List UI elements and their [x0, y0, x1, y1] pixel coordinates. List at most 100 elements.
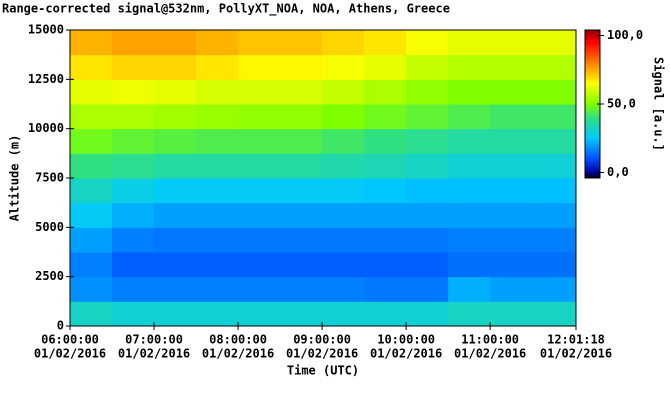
colorbar-strip — [585, 175, 600, 177]
heatmap-cell — [70, 128, 113, 154]
colorbar-strip — [585, 55, 600, 57]
heatmap-cell — [532, 79, 577, 105]
colorbar-strip — [585, 108, 600, 110]
colorbar-strip — [585, 146, 600, 148]
heatmap-cell — [406, 153, 449, 179]
heatmap-cell — [70, 202, 113, 228]
heatmap-cell — [196, 104, 239, 130]
x-tick-label: 10:00:00 — [377, 333, 435, 347]
colorbar-strip — [585, 166, 600, 168]
colorbar-strip — [585, 64, 600, 66]
heatmap-cell — [238, 54, 281, 80]
heatmap-cell — [448, 202, 491, 228]
x-tick-label: 12:01:18 — [547, 333, 605, 347]
heatmap-cell — [238, 202, 281, 228]
colorbar-strip — [585, 155, 600, 157]
heatmap-cell — [322, 276, 365, 302]
colorbar-strip — [585, 135, 600, 137]
heatmap-cell — [322, 153, 365, 179]
colorbar-strip — [585, 98, 600, 100]
heatmap-cell — [532, 227, 577, 253]
colorbar-strip — [585, 90, 600, 92]
colorbar-strip — [585, 91, 600, 93]
heatmap-cell — [238, 153, 281, 179]
heatmap-cell — [364, 153, 407, 179]
colorbar-strip — [585, 122, 600, 124]
colorbar-strip — [585, 65, 600, 67]
heatmap-cell — [280, 153, 323, 179]
colorbar-strip — [585, 93, 600, 95]
heatmap-cell — [196, 79, 239, 105]
heatmap-cell — [238, 128, 281, 154]
heatmap-cell — [322, 79, 365, 105]
colorbar-strip — [585, 126, 600, 128]
heatmap-cell — [532, 301, 577, 327]
colorbar-strip — [585, 89, 600, 91]
x-tick-date: 01/02/2016 — [454, 347, 526, 361]
colorbar-strip — [585, 102, 600, 104]
colorbar-strip — [585, 63, 600, 65]
heatmap-cell — [280, 276, 323, 302]
colorbar-strip — [585, 141, 600, 143]
heatmap-cell — [238, 30, 281, 56]
heatmap-cell — [112, 104, 155, 130]
heatmap-cell — [322, 301, 365, 327]
colorbar-strip — [585, 51, 600, 53]
colorbar-strip — [585, 46, 600, 48]
colorbar-strip — [585, 165, 600, 167]
heatmap-cell — [196, 227, 239, 253]
heatmap-cell — [490, 301, 533, 327]
colorbar-strip — [585, 148, 600, 150]
colorbar-strip — [585, 35, 600, 37]
colorbar-strip — [585, 80, 600, 82]
heatmap-cell — [322, 54, 365, 80]
colorbar-label: Signal [a.u.] — [652, 57, 666, 151]
heatmap-cell — [448, 227, 491, 253]
colorbar-strip — [585, 137, 600, 139]
colorbar-strip — [585, 47, 600, 49]
heatmap-cell — [112, 202, 155, 228]
colorbar-strip — [585, 153, 600, 155]
colorbar-strip — [585, 60, 600, 62]
heatmap-cell — [238, 276, 281, 302]
colorbar-strip — [585, 48, 600, 50]
colorbar-strip — [585, 172, 600, 174]
heatmap-cell — [406, 178, 449, 204]
colorbar-strip — [585, 88, 600, 90]
colorbar-strip — [585, 138, 600, 140]
colorbar-strip — [585, 149, 600, 151]
colorbar-strip — [585, 161, 600, 163]
colorbar-strip — [585, 121, 600, 123]
colorbar-strip — [585, 87, 600, 89]
heatmap-cell — [196, 252, 239, 278]
heatmap-cell — [406, 276, 449, 302]
colorbar-strip — [585, 105, 600, 107]
colorbar-strip — [585, 143, 600, 145]
heatmap-cell — [406, 252, 449, 278]
colorbar-strip — [585, 156, 600, 158]
heatmap-cell — [196, 276, 239, 302]
heatmap-cell — [448, 276, 491, 302]
colorbar-strip — [585, 116, 600, 118]
colorbar-strip — [585, 113, 600, 115]
heatmap-cell — [448, 301, 491, 327]
heatmap-cell — [154, 54, 197, 80]
colorbar-strip — [585, 129, 600, 131]
heatmap-cell — [322, 252, 365, 278]
heatmap-cell — [364, 202, 407, 228]
heatmap-cell — [154, 153, 197, 179]
heatmap-cell — [448, 128, 491, 154]
colorbar-strip — [585, 170, 600, 172]
heatmap-cell — [112, 54, 155, 80]
heatmap-cell — [70, 252, 113, 278]
heatmap-cell — [70, 30, 113, 56]
heatmap-cell — [364, 252, 407, 278]
heatmap-cell — [448, 30, 491, 56]
x-tick-date: 01/02/2016 — [34, 347, 106, 361]
heatmap-cell — [322, 128, 365, 154]
colorbar-strip — [585, 66, 600, 68]
colorbar-strip — [585, 97, 600, 99]
heatmap-cell — [238, 178, 281, 204]
heatmap-cell — [364, 104, 407, 130]
colorbar-strip — [585, 58, 600, 60]
